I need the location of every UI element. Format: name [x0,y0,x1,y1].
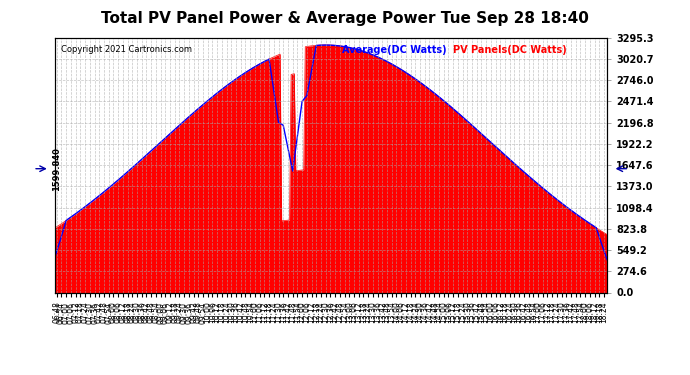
Text: Total PV Panel Power & Average Power Tue Sep 28 18:40: Total PV Panel Power & Average Power Tue… [101,11,589,26]
Text: Average(DC Watts): Average(DC Watts) [342,45,447,55]
Text: 1599.840: 1599.840 [52,147,61,190]
Text: Copyright 2021 Cartronics.com: Copyright 2021 Cartronics.com [61,45,192,54]
Text: PV Panels(DC Watts): PV Panels(DC Watts) [453,45,566,55]
